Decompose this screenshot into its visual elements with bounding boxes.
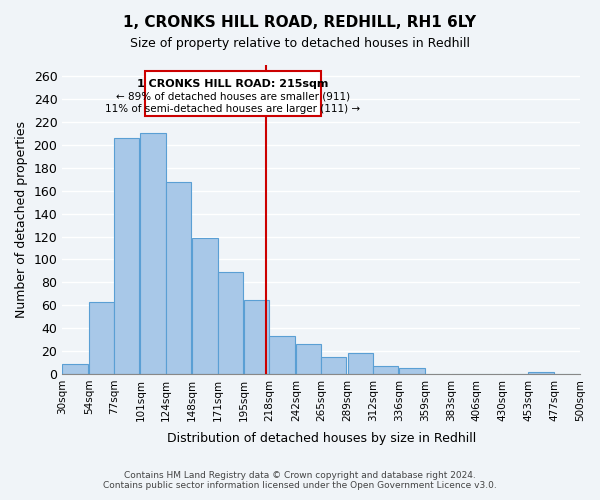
Bar (373, 366, 398, 374)
Text: ← 89% of detached houses are smaller (911): ← 89% of detached houses are smaller (91… (116, 92, 350, 102)
Bar (62, 364, 88, 374)
Bar (114, 138, 139, 374)
X-axis label: Distribution of detached houses by size in Redhill: Distribution of detached houses by size … (167, 432, 476, 445)
Bar (400, 368, 425, 374)
Bar (528, 372, 554, 374)
Bar (244, 300, 269, 374)
Bar (296, 344, 321, 374)
Bar (321, 356, 346, 374)
Text: 1, CRONKS HILL ROAD, REDHILL, RH1 6LY: 1, CRONKS HILL ROAD, REDHILL, RH1 6LY (124, 15, 476, 30)
Bar (89, 302, 114, 374)
Text: Contains HM Land Registry data © Crown copyright and database right 2024.
Contai: Contains HM Land Registry data © Crown c… (103, 470, 497, 490)
Text: 1 CRONKS HILL ROAD: 215sqm: 1 CRONKS HILL ROAD: 215sqm (137, 78, 329, 88)
Bar (140, 132, 166, 374)
Bar (269, 336, 295, 374)
Bar (192, 238, 218, 374)
Bar (166, 182, 191, 374)
Bar (347, 354, 373, 374)
FancyBboxPatch shape (145, 70, 321, 117)
Text: 11% of semi-detached houses are larger (111) →: 11% of semi-detached houses are larger (… (106, 104, 361, 114)
Y-axis label: Number of detached properties: Number of detached properties (15, 121, 28, 318)
Text: Size of property relative to detached houses in Redhill: Size of property relative to detached ho… (130, 38, 470, 51)
Bar (218, 272, 243, 374)
